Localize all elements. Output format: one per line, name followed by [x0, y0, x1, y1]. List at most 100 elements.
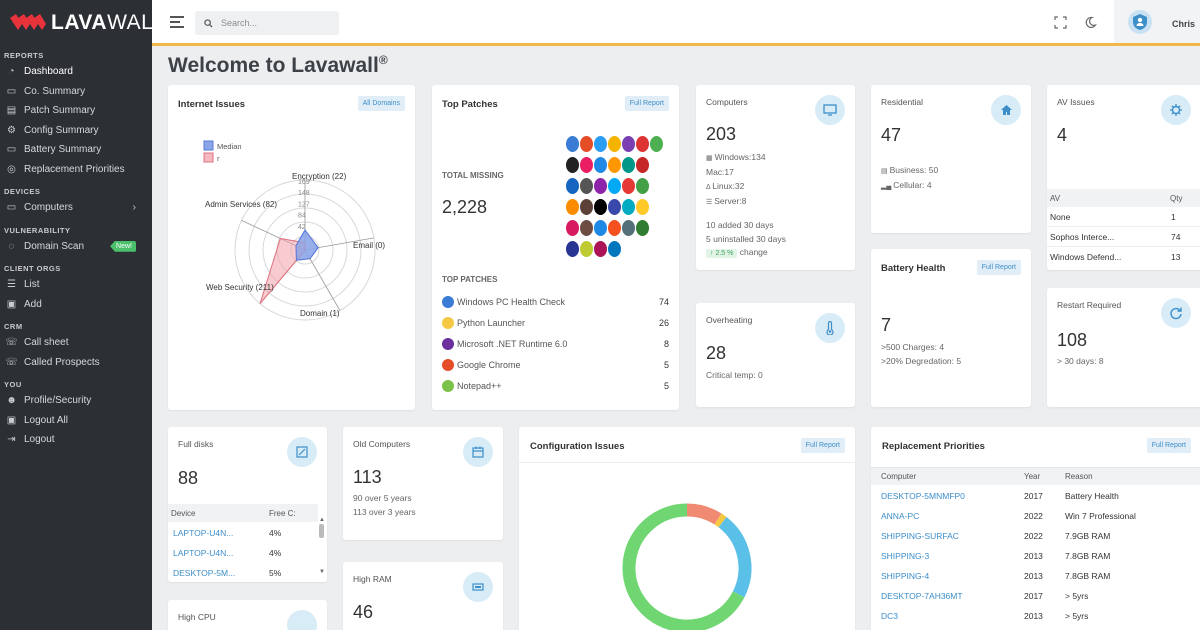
patch-app-logo[interactable] [593, 240, 608, 258]
patch-app-logo[interactable] [607, 135, 622, 153]
donut-segment[interactable] [686, 503, 722, 525]
dark-mode-icon[interactable] [1084, 16, 1097, 29]
patch-app-logo[interactable] [635, 135, 650, 153]
sidebar-item-profile-security[interactable]: ☻ Profile/Security [0, 391, 152, 411]
patch-app-logo[interactable] [565, 156, 580, 174]
patches-full-report-button[interactable]: Full Report [624, 96, 669, 111]
residential-card[interactable]: Residential 47 ▤ Business: 50 ▂▄ Cellula… [871, 85, 1031, 233]
av-issues-card[interactable]: AV Issues 4 AV Qty None 1 Sophos Interce..… [1047, 85, 1200, 270]
patch-app-logo[interactable] [635, 198, 650, 216]
patch-app-logo[interactable] [579, 198, 594, 216]
sidebar-item-dashboard[interactable]: ◔ Dashboard [0, 62, 152, 82]
disks-scrollbar[interactable]: ▲ ▼ [319, 517, 325, 575]
patch-app-logo[interactable] [621, 219, 636, 237]
patch-row[interactable]: Python Launcher 26 [442, 316, 669, 330]
patch-app-logo[interactable] [621, 156, 636, 174]
card-title: Computers [706, 97, 748, 107]
battery-full-report-button[interactable]: Full Report [976, 260, 1021, 275]
restart-days-text: > 30 days: 8 [1057, 356, 1104, 366]
patch-app-logo[interactable] [565, 198, 580, 216]
patch-app-logo[interactable] [579, 240, 594, 258]
replacement-computer-link[interactable]: SHIPPING-SURFAC [881, 531, 959, 541]
sidebar-item-patch-summary[interactable]: ▤ Patch Summary [0, 101, 152, 121]
patch-app-logo[interactable] [621, 198, 636, 216]
sidebar-item-battery-summary[interactable]: ▭ Battery Summary [0, 140, 152, 160]
patch-app-logo[interactable] [607, 177, 622, 195]
patch-app-logo[interactable] [607, 219, 622, 237]
replacement-computer-link[interactable]: DESKTOP-7AH36MT [881, 591, 963, 601]
patch-app-logo[interactable] [593, 219, 608, 237]
menu-toggle-icon[interactable] [170, 16, 184, 28]
sidebar-item-computers[interactable]: ▭ Computers › [0, 198, 152, 218]
patch-app-logo[interactable] [635, 177, 650, 195]
patch-row[interactable]: Windows PC Health Check 74 [442, 295, 669, 309]
battery-health-card: Battery Health Full Report 7 >500 Charge… [871, 249, 1031, 407]
sidebar-item-add[interactable]: ▣ Add [0, 295, 152, 315]
config-full-report-button[interactable]: Full Report [800, 438, 845, 453]
disk-device-link[interactable]: DESKTOP-5M... [173, 568, 236, 578]
sidebar-item-replacement-priorities[interactable]: ◎ Replacement Priorities [0, 160, 152, 180]
patch-app-logo[interactable] [593, 156, 608, 174]
patch-app-logo[interactable] [579, 135, 594, 153]
sidebar-item-call-sheet[interactable]: ☏ Call sheet [0, 333, 152, 353]
search-box[interactable] [195, 11, 339, 35]
patch-app-logo[interactable] [621, 177, 636, 195]
patch-app-logo[interactable] [565, 240, 580, 258]
patch-app-logo[interactable] [593, 135, 608, 153]
av-name: Windows Defend... [1050, 252, 1122, 262]
sidebar-item-config-summary[interactable]: ⚙ Config Summary [0, 121, 152, 141]
replacement-computer-link[interactable]: SHIPPING-4 [881, 571, 930, 581]
sidebar-item-logout[interactable]: ⇥ Logout [0, 430, 152, 450]
replacement-computer-link[interactable]: DC3 [881, 611, 899, 621]
restart-required-card[interactable]: Restart Required 108 > 30 days: 8 [1047, 288, 1200, 407]
computers-card[interactable]: Computers 203 ▦ Windows:134 Mac:17 Δ Lin… [696, 85, 855, 270]
patch-name: Notepad++ [457, 381, 502, 391]
old-computers-card[interactable]: Old Computers 113 90 over 5 years 113 ov… [343, 427, 503, 540]
patch-app-logo[interactable] [579, 219, 594, 237]
patch-app-logo[interactable] [635, 219, 650, 237]
patch-app-logo[interactable] [565, 177, 580, 195]
donut-segment[interactable] [714, 513, 727, 528]
patch-app-logo[interactable] [579, 177, 594, 195]
user-menu[interactable]: Chris [1114, 0, 1200, 43]
sidebar-item-logout-all[interactable]: ▣ Logout All [0, 411, 152, 431]
patch-app-logo[interactable] [593, 198, 608, 216]
search-icon [204, 18, 213, 28]
all-domains-button[interactable]: All Domains [357, 96, 405, 111]
donut-segment[interactable] [622, 503, 745, 630]
replacement-computer-link[interactable]: SHIPPING-3 [881, 551, 930, 561]
disk-device-link[interactable]: LAPTOP-U4N... [173, 548, 234, 558]
fullscreen-icon[interactable] [1054, 16, 1067, 29]
sidebar-item-domain-scan[interactable]: ◌ Domain Scan New! [0, 237, 152, 257]
patch-app-logo[interactable] [607, 156, 622, 174]
patch-row[interactable]: Microsoft .NET Runtime 6.0 8 [442, 337, 669, 351]
sidebar-item-co-summary[interactable]: ▭ Co. Summary [0, 82, 152, 102]
sidebar-item-list[interactable]: ☰ List [0, 275, 152, 295]
replacement-computer-link[interactable]: DESKTOP-5MNMFP0 [881, 491, 965, 501]
donut-segment[interactable] [718, 517, 752, 598]
patch-app-logo[interactable] [635, 156, 650, 174]
patch-app-logo[interactable] [607, 240, 622, 258]
patch-count: 26 [658, 318, 669, 328]
patch-row[interactable]: Google Chrome 5 [442, 358, 669, 372]
legend-label[interactable]: r [217, 154, 220, 163]
patch-app-logo[interactable] [607, 198, 622, 216]
brand-logo[interactable]: LAVAWALL® [0, 0, 172, 46]
full-disks-card[interactable]: Full disks 88 Device Free C: LAPTOP-U4N.… [168, 427, 327, 582]
patch-app-logo[interactable] [565, 135, 580, 153]
patch-row[interactable]: Notepad++ 5 [442, 379, 669, 393]
overheating-card[interactable]: Overheating 28 Critical temp: 0 [696, 303, 855, 407]
high-cpu-card[interactable]: High CPU [168, 600, 327, 630]
patch-app-logo[interactable] [621, 135, 636, 153]
search-input[interactable] [221, 18, 331, 28]
patch-app-logo[interactable] [565, 219, 580, 237]
legend-label[interactable]: Median [217, 142, 242, 151]
sidebar-item-called-prospects[interactable]: ☏ Called Prospects [0, 353, 152, 373]
patch-app-logo[interactable] [593, 177, 608, 195]
replacement-computer-link[interactable]: ANNA-PC [881, 511, 920, 521]
disk-device-link[interactable]: LAPTOP-U4N... [173, 528, 234, 538]
patch-app-logo[interactable] [579, 156, 594, 174]
patch-app-logo[interactable] [649, 135, 664, 153]
replacement-full-report-button[interactable]: Full Report [1146, 438, 1191, 453]
high-ram-card[interactable]: High RAM 46 [343, 562, 503, 630]
